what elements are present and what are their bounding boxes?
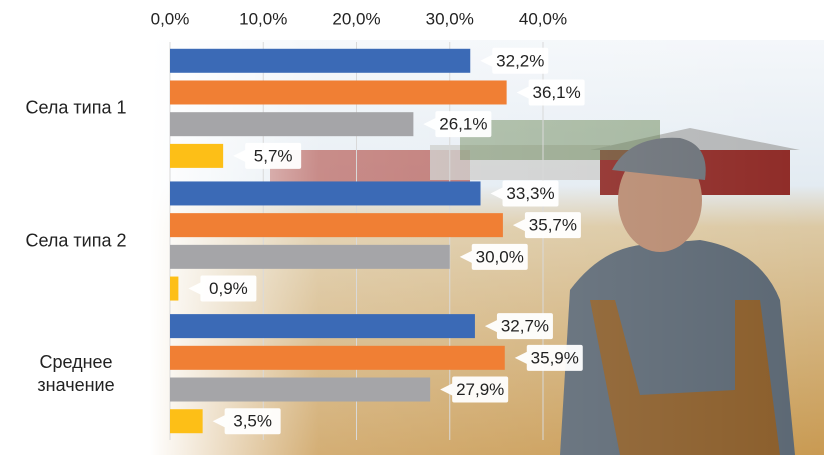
bar	[170, 245, 450, 269]
bar	[170, 378, 430, 402]
bar	[170, 213, 503, 237]
x-tick-label: 40,0%	[519, 9, 567, 28]
value-label: 30,0%	[476, 247, 524, 266]
x-tick-label: 30,0%	[426, 9, 474, 28]
category-label: Среднее значение	[6, 351, 146, 397]
bar	[170, 144, 223, 168]
value-label: 35,9%	[531, 348, 579, 367]
bar	[170, 409, 203, 433]
chart: 0,0% 10,0% 20,0% 30,0% 40,0% 32,2% 36,1% 26,1% 5…	[0, 0, 824, 455]
category-label: Села типа 1	[6, 97, 146, 120]
value-label: 32,2%	[496, 51, 544, 70]
value-label: 0,9%	[209, 279, 248, 298]
value-label: 36,1%	[533, 83, 581, 102]
value-label: 27,9%	[456, 380, 504, 399]
value-label: 33,3%	[506, 184, 554, 203]
bar	[170, 277, 178, 301]
bar	[170, 80, 507, 104]
value-label: 35,7%	[529, 216, 577, 235]
bar	[170, 112, 413, 136]
bar	[170, 49, 470, 73]
value-label: 26,1%	[439, 115, 487, 134]
x-tick-label: 0,0%	[151, 9, 190, 28]
value-label: 5,7%	[254, 146, 293, 165]
value-label: 32,7%	[501, 317, 549, 336]
category-label: Села типа 2	[6, 230, 146, 253]
bar	[170, 346, 505, 370]
bar	[170, 314, 475, 338]
bar	[170, 181, 481, 205]
x-tick-label: 10,0%	[239, 9, 287, 28]
value-label: 3,5%	[233, 412, 272, 431]
x-tick-label: 20,0%	[332, 9, 380, 28]
